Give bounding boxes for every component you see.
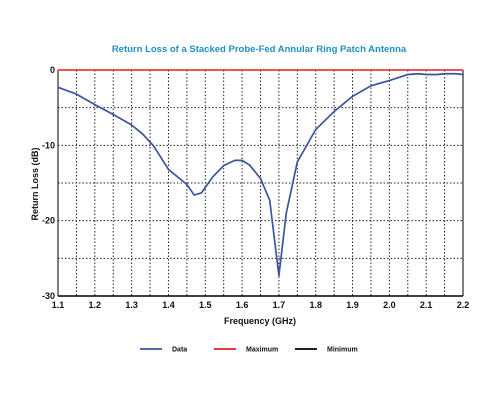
x-tick-label: 2.0 [383, 300, 396, 310]
x-tick-label: 2.1 [420, 300, 433, 310]
x-tick-label: 1.4 [162, 300, 175, 310]
legend-label-minimum: Minimum [327, 347, 358, 354]
x-tick-label: 1.3 [125, 300, 138, 310]
x-tick-label: 1.9 [346, 300, 359, 310]
x-tick-label: 1.5 [199, 300, 212, 310]
x-tick-label: 2.2 [457, 300, 470, 310]
x-axis-label: Frequency (GHz) [224, 316, 296, 326]
grid-layer [58, 70, 463, 296]
legend-label-data: Data [172, 347, 187, 354]
x-tick-label: 1.6 [236, 300, 249, 310]
x-tick-label: 1.8 [309, 300, 322, 310]
y-tick-label: -30 [42, 291, 55, 301]
y-tick-label: -10 [42, 140, 55, 150]
x-tick-label: 1.1 [52, 300, 65, 310]
plot-frame-layer [57, 70, 464, 296]
tick-labels-layer: 1.1 1.2 1.3 1.4 1.5 1.6 1.7 1.8 1.9 2.0 2.1 2.2 0 -10… [42, 65, 469, 310]
x-tick-label: 1.2 [89, 300, 102, 310]
y-axis-label: Return Loss (dB) [30, 147, 40, 220]
series-line-data [57, 72, 464, 277]
y-tick-label: 0 [50, 65, 55, 75]
legend-label-maximum: Maximum [246, 347, 278, 354]
legend: Data Maximum Minimum [140, 347, 358, 354]
y-tick-label: -20 [42, 216, 55, 226]
series-layer [57, 69, 464, 297]
chart-title: Return Loss of a Stacked Probe-Fed Annul… [112, 44, 407, 55]
x-tick-label: 1.7 [273, 300, 286, 310]
